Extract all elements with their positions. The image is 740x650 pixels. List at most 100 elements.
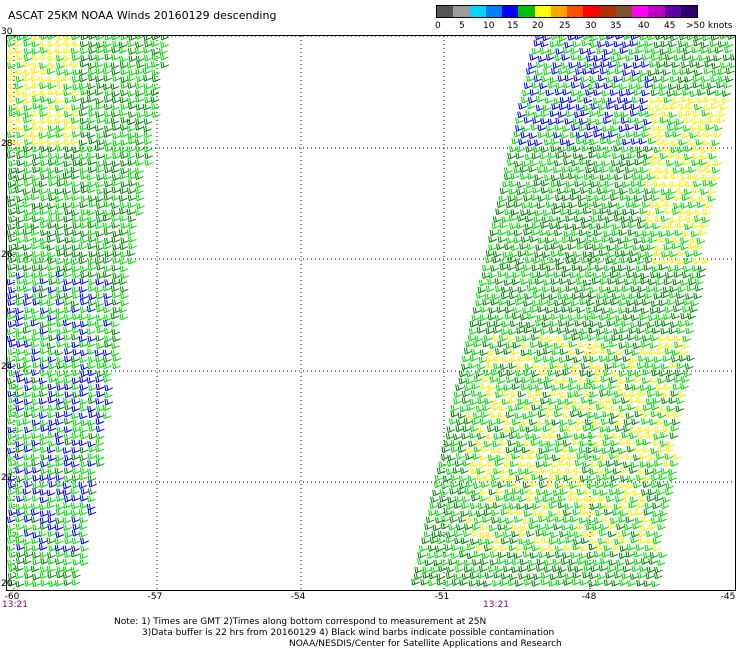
wind-barb — [24, 293, 33, 300]
wind-barb — [102, 68, 112, 75]
wind-barb — [588, 152, 598, 159]
wind-barb — [103, 75, 113, 82]
wind-barb — [504, 558, 514, 566]
wind-barb — [39, 405, 49, 413]
lon-tick-label: -54 — [290, 592, 306, 602]
wind-barb — [597, 502, 607, 510]
wind-barb — [15, 237, 25, 244]
wind-barb — [635, 265, 645, 273]
wind-barb — [510, 356, 520, 363]
wind-barb — [664, 201, 674, 208]
wind-barb — [23, 411, 33, 418]
wind-barb — [674, 369, 684, 377]
wind-barb — [552, 489, 562, 497]
wind-barb — [644, 222, 653, 230]
wind-barb — [110, 111, 120, 118]
wind-barb — [582, 68, 591, 75]
wind-barb — [16, 551, 25, 558]
wind-barb — [620, 216, 630, 223]
wind-barb — [656, 418, 666, 426]
wind-barb — [527, 97, 537, 104]
wind-barb — [661, 111, 671, 118]
wind-barb — [143, 47, 152, 54]
wind-barb — [656, 131, 666, 139]
wind-barb — [23, 215, 33, 222]
wind-barb — [593, 131, 602, 138]
wind-barb — [694, 243, 704, 251]
legend-label: 35 — [610, 21, 622, 31]
wind-barb — [588, 83, 597, 91]
wind-barb — [621, 363, 630, 370]
wind-barb — [453, 398, 462, 405]
wind-barb — [587, 117, 596, 125]
wind-barb — [432, 489, 441, 497]
wind-barb — [87, 242, 96, 250]
wind-barb — [568, 341, 578, 348]
wind-barb — [698, 54, 707, 62]
wind-barb — [540, 398, 549, 405]
wind-barb — [605, 355, 615, 363]
wind-barb — [507, 579, 517, 587]
wind-barb — [634, 117, 644, 125]
wind-barb — [658, 516, 667, 523]
wind-barb — [652, 223, 661, 230]
wind-barb — [647, 138, 657, 145]
wind-barb — [654, 426, 664, 434]
wind-barb — [669, 285, 678, 293]
wind-barb — [710, 76, 719, 83]
wind-barb — [719, 103, 728, 111]
wind-barb — [79, 390, 88, 397]
wind-barb — [7, 83, 17, 90]
wind-barb — [561, 376, 571, 384]
wind-barb — [87, 440, 96, 448]
wind-barb — [111, 291, 121, 299]
wind-barb — [79, 47, 89, 55]
wind-barb — [615, 278, 624, 285]
wind-barb — [620, 146, 630, 153]
wind-barb — [514, 377, 524, 384]
wind-barb — [619, 545, 629, 552]
wind-barb — [70, 509, 80, 517]
wind-barb — [694, 285, 704, 292]
wind-barb — [112, 139, 122, 147]
wind-barb — [675, 299, 684, 306]
wind-barb — [716, 81, 725, 89]
legend-swatch — [599, 6, 616, 17]
wind-barb — [15, 264, 25, 271]
wind-barb — [668, 40, 677, 48]
wind-barb — [465, 481, 475, 488]
wind-barb — [96, 306, 105, 313]
wind-barb — [661, 257, 670, 265]
wind-barb — [39, 517, 49, 525]
wind-barb — [651, 187, 660, 195]
wind-barb — [664, 167, 674, 174]
wind-barb — [87, 159, 96, 166]
wind-barb — [529, 272, 539, 279]
wind-barb — [548, 187, 557, 194]
wind-barb — [7, 390, 16, 398]
wind-barb — [434, 474, 444, 482]
wind-barb — [585, 523, 594, 531]
wind-barb — [78, 509, 88, 516]
wind-barb — [553, 237, 562, 245]
wind-barb — [672, 167, 682, 174]
wind-barb — [461, 502, 470, 510]
wind-barb — [625, 131, 635, 138]
wind-barb — [642, 54, 651, 61]
wind-barb — [697, 265, 707, 273]
wind-barb — [548, 474, 558, 482]
wind-barb — [15, 467, 24, 474]
wind-barb — [497, 340, 507, 348]
wind-barb — [716, 117, 726, 124]
wind-barb — [119, 265, 129, 273]
wind-barb — [516, 432, 525, 440]
wind-barb — [451, 579, 461, 587]
wind-barb — [584, 271, 594, 278]
wind-barb — [563, 82, 572, 89]
wind-barb — [7, 349, 17, 356]
wind-barb — [31, 411, 40, 419]
wind-barb — [538, 229, 548, 237]
wind-barb — [573, 538, 582, 546]
wind-barb — [7, 411, 17, 418]
wind-barb — [513, 195, 523, 202]
